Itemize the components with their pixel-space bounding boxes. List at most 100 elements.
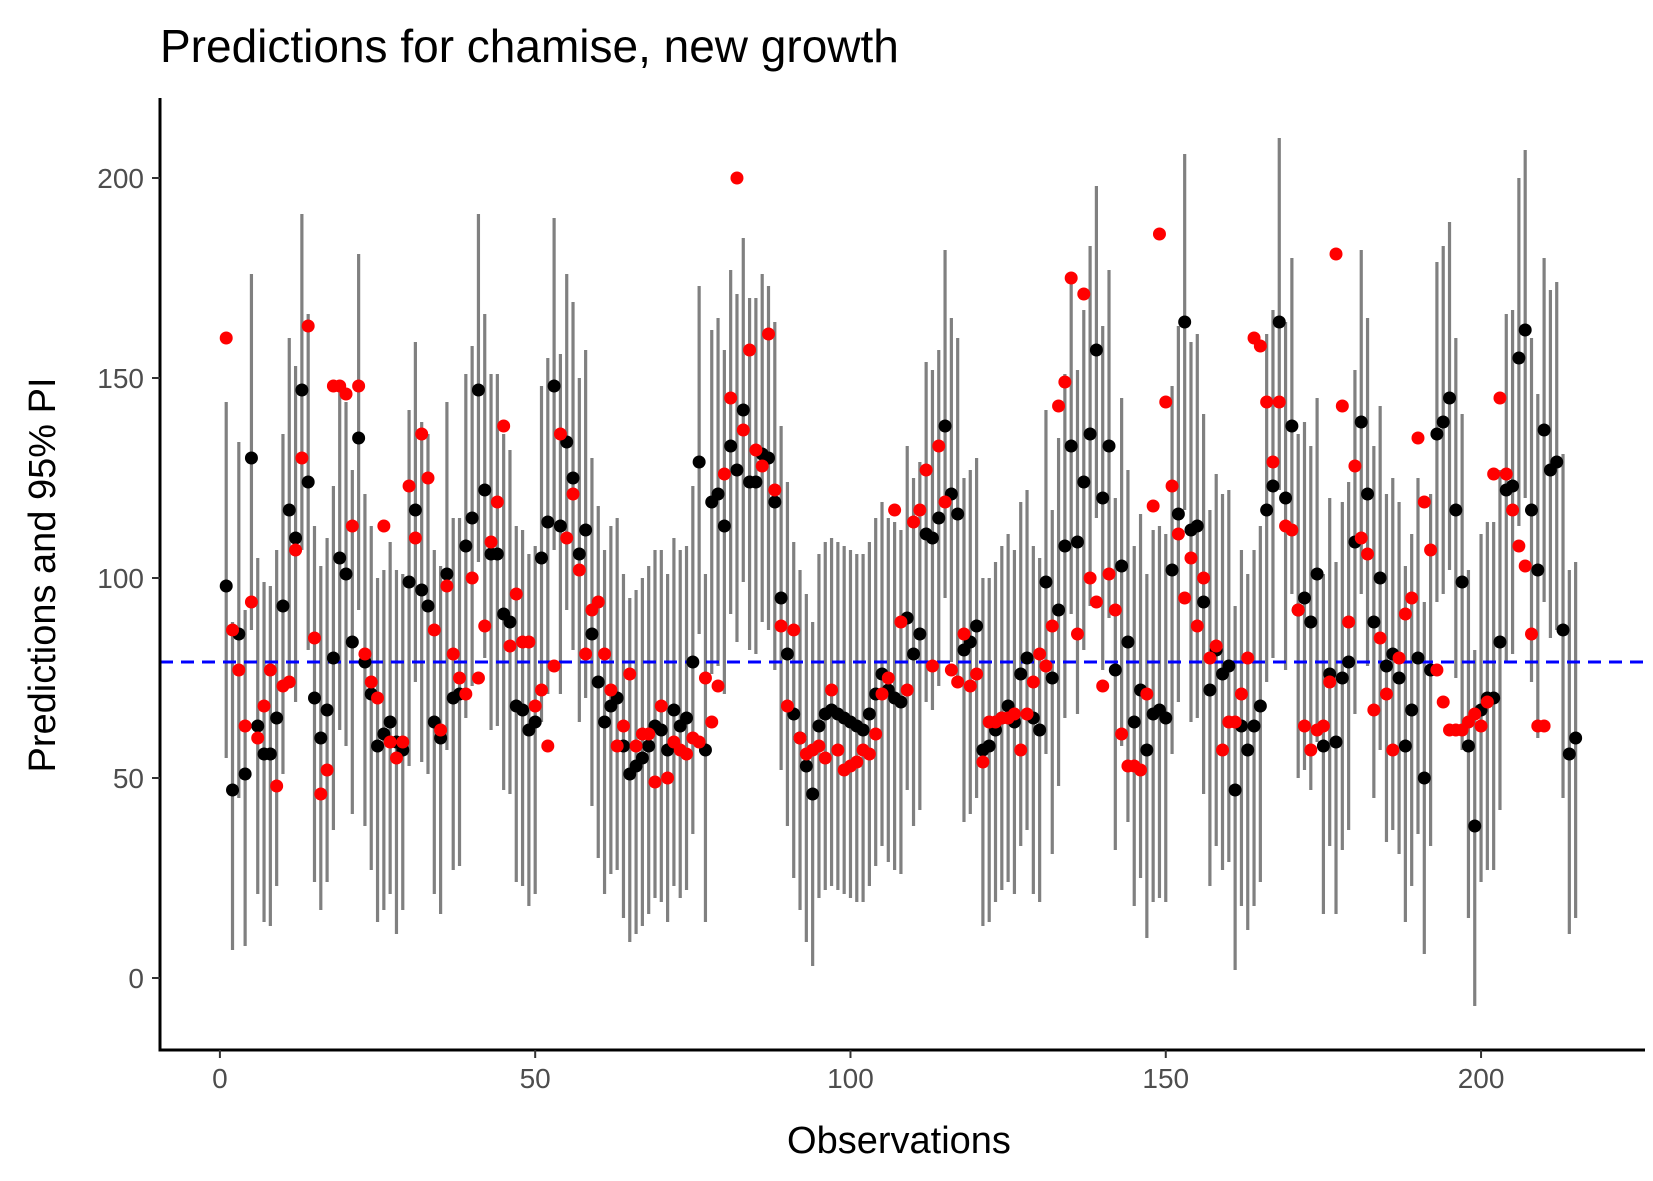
observed-point xyxy=(226,623,240,637)
observed-point xyxy=(919,463,933,477)
predicted-point xyxy=(320,703,334,717)
predicted-point xyxy=(1405,703,1419,717)
predicted-point xyxy=(1569,731,1583,745)
observed-point xyxy=(402,479,416,493)
y-tick-label: 0 xyxy=(128,963,144,994)
predicted-point xyxy=(1197,595,1211,609)
predicted-point xyxy=(421,599,435,613)
observed-point xyxy=(1480,695,1494,709)
observed-point xyxy=(446,647,460,661)
observed-point xyxy=(383,735,397,749)
observed-point xyxy=(869,727,883,741)
observed-point xyxy=(818,751,832,765)
observed-point xyxy=(1033,647,1047,661)
observed-point xyxy=(478,619,492,633)
observed-point xyxy=(352,379,366,393)
observed-point xyxy=(1518,559,1532,573)
observed-point xyxy=(661,771,675,785)
observed-point xyxy=(389,751,403,765)
predicted-point xyxy=(654,723,668,737)
observed-point xyxy=(377,519,391,533)
predicted-point xyxy=(263,747,277,761)
predicted-point xyxy=(1115,559,1129,573)
observed-point xyxy=(705,715,719,729)
observed-point xyxy=(289,543,303,557)
predicted-point xyxy=(711,487,725,501)
predicted-point xyxy=(333,551,347,565)
x-tick-label: 100 xyxy=(827,1063,874,1094)
observed-point xyxy=(471,671,485,685)
observed-point xyxy=(427,623,441,637)
observed-point xyxy=(1083,571,1097,585)
observed-point xyxy=(257,699,271,713)
observed-point xyxy=(345,519,359,533)
observed-point xyxy=(1014,743,1028,757)
predicted-point xyxy=(1266,479,1280,493)
predicted-point xyxy=(642,739,656,753)
predicted-point xyxy=(301,475,315,489)
observed-point xyxy=(1253,339,1267,353)
predicted-point xyxy=(1014,667,1028,681)
predicted-point xyxy=(1285,419,1299,433)
predicted-point xyxy=(282,503,296,517)
predicted-point xyxy=(1247,719,1261,733)
predicted-point xyxy=(1127,715,1141,729)
predicted-point xyxy=(1102,439,1116,453)
observed-point xyxy=(730,171,744,185)
observed-point xyxy=(1348,459,1362,473)
observed-point xyxy=(1291,603,1305,617)
observed-point xyxy=(774,619,788,633)
predicted-points-layer xyxy=(219,315,1583,833)
predicted-point xyxy=(1304,615,1318,629)
predicted-point xyxy=(1077,475,1091,489)
observed-point xyxy=(528,699,542,713)
observed-point xyxy=(1171,527,1185,541)
predicted-point xyxy=(1461,739,1475,753)
observed-point xyxy=(1373,631,1387,645)
observed-point xyxy=(263,663,277,677)
predicted-point xyxy=(970,619,984,633)
observed-point xyxy=(1304,743,1318,757)
observed-point xyxy=(1468,707,1482,721)
predicted-point xyxy=(1562,747,1576,761)
observed-point xyxy=(762,327,776,341)
predicted-point xyxy=(1329,735,1343,749)
observed-point xyxy=(1216,743,1230,757)
predicted-point xyxy=(1171,507,1185,521)
y-axis-title: Predictions and 95% PI xyxy=(22,377,64,772)
observed-point xyxy=(1424,543,1438,557)
predicted-point xyxy=(1052,603,1066,617)
observed-point xyxy=(1197,571,1211,585)
predicted-point xyxy=(1159,711,1173,725)
predicted-point xyxy=(251,719,265,733)
observed-point xyxy=(1512,539,1526,553)
observed-point xyxy=(1159,395,1173,409)
observed-point xyxy=(1316,719,1330,733)
predicted-point xyxy=(1064,439,1078,453)
predicted-point xyxy=(547,379,561,393)
predicted-point xyxy=(1190,519,1204,533)
observed-point xyxy=(598,647,612,661)
observed-point xyxy=(976,755,990,769)
predicted-point xyxy=(856,723,870,737)
observed-point xyxy=(1506,503,1520,517)
observed-point xyxy=(736,423,750,437)
predicted-point xyxy=(1228,783,1242,797)
observed-point xyxy=(1203,651,1217,665)
predicted-point xyxy=(503,615,517,629)
predicted-point xyxy=(1241,743,1255,757)
chart-title: Predictions for chamise, new growth xyxy=(160,20,899,72)
observed-point xyxy=(1499,467,1513,481)
predicted-point xyxy=(307,691,321,705)
observed-point xyxy=(1398,607,1412,621)
observed-points-layer xyxy=(219,171,1551,801)
predicted-point xyxy=(780,647,794,661)
observed-point xyxy=(503,639,517,653)
observed-point xyxy=(1045,619,1059,633)
predicted-point xyxy=(812,719,826,733)
observed-point xyxy=(970,667,984,681)
predicted-point xyxy=(1108,663,1122,677)
x-tick-label: 200 xyxy=(1458,1063,1505,1094)
observed-point xyxy=(1108,603,1122,617)
observed-point xyxy=(1184,551,1198,565)
